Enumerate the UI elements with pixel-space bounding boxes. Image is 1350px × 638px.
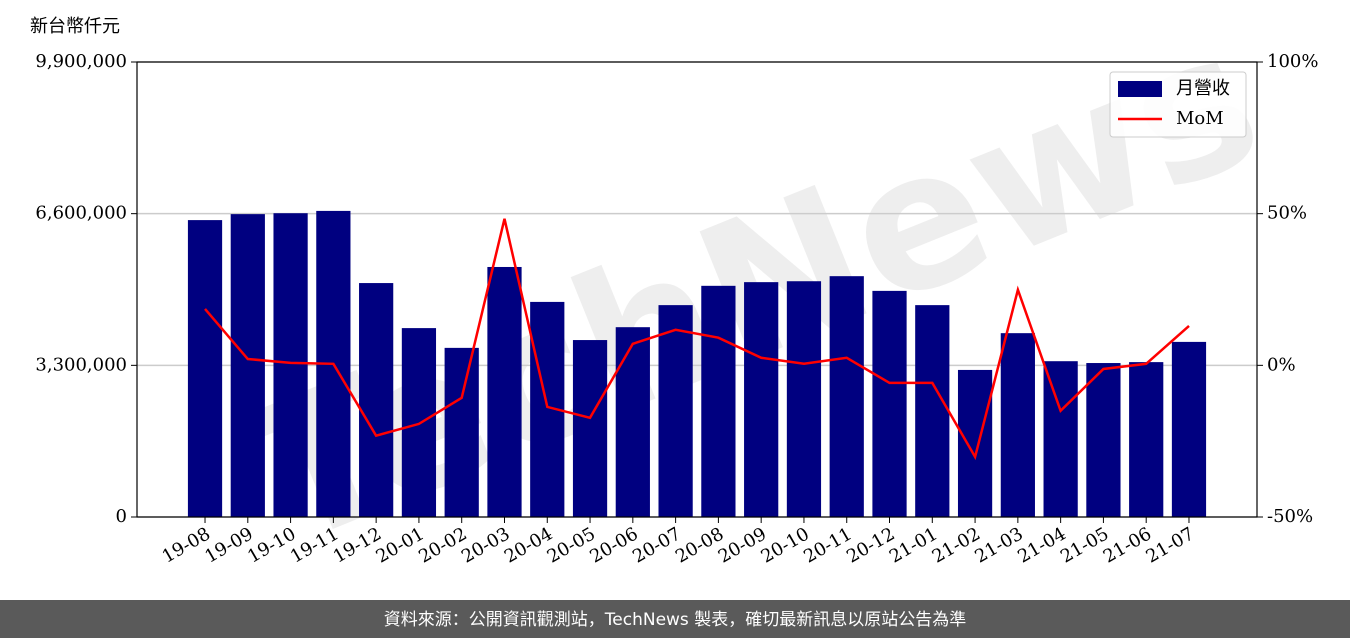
x-tick-label: 19-09 xyxy=(201,523,256,567)
line xyxy=(204,218,1190,461)
y-axis-label: 新台幣仟元 xyxy=(30,16,120,37)
bar xyxy=(957,369,993,517)
x-tick-label: 20-07 xyxy=(629,523,684,567)
legend-label: 月營收 xyxy=(1176,78,1230,99)
y-tick-label: 9,900,000 xyxy=(35,51,127,72)
y2-tick-label: 100% xyxy=(1267,51,1318,72)
footer-band xyxy=(0,600,1350,638)
x-tick-label: 20-06 xyxy=(586,523,641,567)
bar xyxy=(744,282,779,517)
bar xyxy=(1129,362,1164,517)
plot-frame xyxy=(136,61,1258,518)
x-tick-label: 20-12 xyxy=(843,523,898,567)
bar xyxy=(701,285,736,517)
y2-tick-label: 50% xyxy=(1267,203,1307,224)
bar xyxy=(829,276,864,517)
x-tick-label: 20-10 xyxy=(758,523,813,567)
footer: 資料來源：公開資訊觀測站，TechNews 製表，確切最新訊息以原站公告為準 xyxy=(384,610,966,630)
bar xyxy=(230,214,265,517)
bar xyxy=(273,213,308,517)
bar xyxy=(487,266,522,517)
bar xyxy=(1000,333,1035,517)
bar xyxy=(615,327,650,517)
x-tick-label: 21-04 xyxy=(1014,523,1069,567)
x-tick-label: 21-05 xyxy=(1057,523,1112,567)
x-tick-label: 21-06 xyxy=(1100,523,1155,567)
bar xyxy=(872,290,907,517)
bar xyxy=(187,220,223,517)
x-tick-label: 21-03 xyxy=(971,523,1026,567)
bar xyxy=(1171,341,1207,517)
bar xyxy=(658,305,693,517)
x-tick-label: 20-11 xyxy=(800,523,855,567)
x-tick-label: 21-07 xyxy=(1143,523,1198,567)
x-tick-label: 20-05 xyxy=(544,523,599,567)
x-tick-label: 19-08 xyxy=(159,523,214,567)
x-tick-label: 20-03 xyxy=(458,523,513,567)
bar xyxy=(786,281,822,517)
bar xyxy=(359,283,394,517)
legend-swatch xyxy=(1118,81,1162,97)
y-tick-label: 3,300,000 xyxy=(35,354,127,375)
y2-tick-label: 0% xyxy=(1267,354,1296,375)
x-tick-label: 20-08 xyxy=(672,523,727,567)
y2-tick-label: -50% xyxy=(1267,506,1313,527)
bar xyxy=(1043,361,1078,517)
bar xyxy=(572,340,608,517)
x-tick-label: 21-02 xyxy=(929,523,984,567)
x-tick-label: 19-10 xyxy=(244,523,299,567)
bar xyxy=(1086,363,1121,517)
x-tick-label: 20-04 xyxy=(501,523,556,567)
legend-label: MoM xyxy=(1176,108,1224,129)
x-tick-label: 21-01 xyxy=(886,523,941,567)
bar xyxy=(915,305,950,517)
bar xyxy=(444,347,479,517)
y-tick-label: 6,600,000 xyxy=(35,203,127,224)
x-tick-label: 20-09 xyxy=(715,523,770,567)
y-tick-label: 0 xyxy=(116,506,127,527)
